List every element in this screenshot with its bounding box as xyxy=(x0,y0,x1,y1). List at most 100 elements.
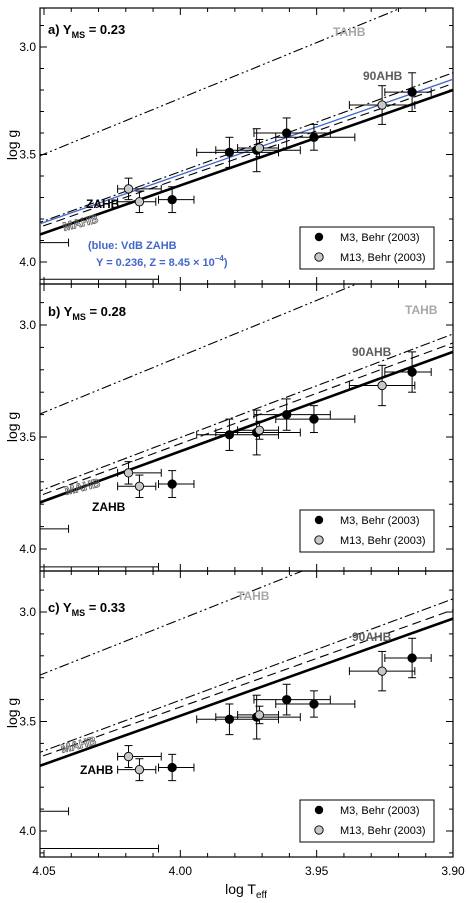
panel-b-legend: M3, Behr (2003) M13, Behr (2003) xyxy=(299,509,435,553)
m13-point xyxy=(123,468,134,478)
line-mahb xyxy=(40,83,453,228)
m3-point xyxy=(407,653,417,663)
m3-point xyxy=(282,128,292,138)
panel-a-title: a) YMS = 0.23 xyxy=(48,22,125,40)
line-90ahb xyxy=(40,598,453,753)
panel-b-ticks xyxy=(40,284,453,571)
m13-point xyxy=(377,666,387,676)
panel-b-title: b) YMS = 0.28 xyxy=(48,304,126,322)
x-tick-label: 4.00 xyxy=(169,864,193,878)
line-mahb xyxy=(40,609,453,758)
y-tick-labels: 3.0 3.5 4.0 3.0 3.5 4.0 3.0 3.5 4.0 xyxy=(19,40,36,838)
legend-m3-marker xyxy=(314,232,324,242)
panel-c-observations xyxy=(40,637,432,853)
line-zahb xyxy=(40,350,453,504)
x-tick-label: 3.95 xyxy=(305,864,329,878)
m3-point xyxy=(309,699,319,709)
y-axis-label-b: log g xyxy=(4,412,20,442)
legend-m13-marker xyxy=(314,825,324,835)
x-axis-label: log Teff xyxy=(225,881,267,901)
y-tick-label: 3.0 xyxy=(19,318,36,332)
line-90ahb xyxy=(40,72,453,223)
m13-point xyxy=(123,184,134,194)
m13-point xyxy=(377,380,387,391)
m13-point xyxy=(134,765,145,775)
m13-point xyxy=(134,197,145,207)
x-tick-label: 3.90 xyxy=(441,864,465,878)
panel-c-title: c) YMS = 0.33 xyxy=(48,600,125,618)
panel-b-tahb-label: TAHB xyxy=(405,303,438,317)
m3-point xyxy=(282,409,292,420)
m3-point xyxy=(407,87,417,97)
panel-b-model-lines xyxy=(40,284,453,504)
panel-c-legend: M3, Behr (2003) M13, Behr (2003) xyxy=(299,799,435,843)
legend-m13-marker xyxy=(314,252,324,262)
legend-m3-marker xyxy=(314,515,324,525)
y-tick-label: 3.5 xyxy=(19,148,36,162)
y-tick-label: 3.0 xyxy=(19,40,36,54)
m3-point xyxy=(309,414,319,424)
panel-c-90ahb-label: 90AHB xyxy=(352,630,392,644)
y-tick-label: 3.0 xyxy=(19,605,36,619)
y-tick-label: 3.5 xyxy=(19,430,36,444)
m3-point xyxy=(224,147,235,158)
legend-m3-label: M3, Behr (2003) xyxy=(340,515,419,527)
line-zahb xyxy=(40,617,453,768)
y-axis-label-c: log g xyxy=(4,698,20,728)
panel-a: a) YMS = 0.23 TAHB 90AHB MAHB ZAHB (blue… xyxy=(39,7,454,285)
m3-point xyxy=(309,132,319,142)
panel-a-legend: M3, Behr (2003) M13, Behr (2003) xyxy=(299,226,435,270)
y-tick-label: 3.5 xyxy=(19,715,36,729)
panel-c-frame xyxy=(39,570,454,858)
m3-point xyxy=(167,479,177,489)
line-tahb xyxy=(40,8,403,157)
m3-point xyxy=(407,367,417,377)
x-tick-labels: 4.05 4.00 3.95 3.90 xyxy=(32,864,465,878)
x-tick-label: 4.05 xyxy=(32,864,56,878)
panel-b-zahb-label: ZAHB xyxy=(92,500,126,514)
legend-m3-label: M3, Behr (2003) xyxy=(340,232,419,244)
panel-b-mahb-label: MAHB xyxy=(63,476,102,498)
legend-m13-label: M13, Behr (2003) xyxy=(340,252,426,264)
line-mahb xyxy=(40,342,453,497)
panel-c-model-lines xyxy=(40,571,453,768)
m13-point xyxy=(254,143,265,153)
y-tick-label: 4.0 xyxy=(19,542,36,556)
y-tick-label: 4.0 xyxy=(19,255,36,269)
line-zahb xyxy=(40,88,453,236)
m13-point xyxy=(254,710,265,720)
m3-point xyxy=(224,430,235,440)
m13-point xyxy=(377,100,387,110)
panel-a-vdb-note-1: (blue: VdB ZAHB xyxy=(88,240,177,252)
m3-point xyxy=(167,762,177,773)
panel-c: c) YMS = 0.33 TAHB 90AHB MAHB ZAHB M3, B… xyxy=(39,570,454,858)
panel-a-legend-box xyxy=(299,226,435,270)
panel-c-tahb-label: TAHB xyxy=(237,589,270,603)
m13-point xyxy=(123,751,134,762)
panel-b-legend-box xyxy=(299,509,435,553)
panel-b-90ahb-label: 90AHB xyxy=(352,345,392,359)
panel-c-ticks xyxy=(40,571,453,857)
panel-c-zahb-label: ZAHB xyxy=(80,763,114,777)
panel-b: b) YMS = 0.28 TAHB 90AHB MAHB ZAHB M3, B… xyxy=(39,283,454,572)
legend-m13-marker xyxy=(314,535,324,545)
panel-a-observations xyxy=(40,72,432,284)
panel-a-tahb-label: TAHB xyxy=(333,25,366,39)
m3-point xyxy=(282,694,292,705)
m13-point xyxy=(134,481,145,491)
panel-a-90ahb-label: 90AHB xyxy=(363,69,403,83)
y-axis-label-a: log g xyxy=(4,130,20,160)
line-vdb-zahb xyxy=(40,78,453,225)
line-tahb xyxy=(40,284,358,415)
m13-point xyxy=(254,425,265,435)
m3-point xyxy=(224,714,235,724)
line-tahb xyxy=(40,571,304,676)
m3-point xyxy=(167,194,177,205)
legend-m3-marker xyxy=(314,805,324,815)
panel-a-zahb-label: ZAHB xyxy=(86,197,120,211)
line-90ahb xyxy=(40,333,453,492)
y-tick-label: 4.0 xyxy=(19,824,36,838)
panel-a-vdb-note-2: Y = 0.236, Z = 8.45 × 10−4) xyxy=(96,254,228,269)
panel-c-legend-box xyxy=(299,799,435,843)
